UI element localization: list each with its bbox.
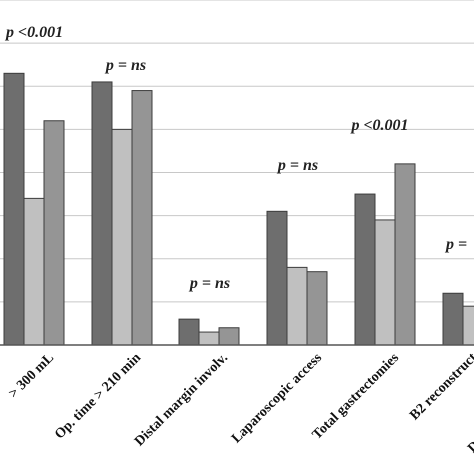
bar-series-2-cat-3 xyxy=(198,331,220,346)
bar-series-1-cat-2 xyxy=(91,81,113,346)
x-tick-label: B2 reconstruct xyxy=(407,350,474,423)
p-value-annotation: p = ns xyxy=(276,157,318,174)
bar-series-1-cat-4 xyxy=(266,210,288,346)
bar-series-2-cat-4 xyxy=(286,266,308,346)
p-value-annotation: p = ns xyxy=(188,275,230,292)
bar-series-3-cat-2 xyxy=(131,90,153,346)
x-tick-label: Distal margin involv. xyxy=(132,350,231,449)
bar-layer xyxy=(3,72,474,346)
bar-series-3-cat-3 xyxy=(218,327,240,346)
bar-series-3-cat-5 xyxy=(394,163,416,346)
bar-series-2-cat-5 xyxy=(374,219,396,346)
bar-series-2-cat-2 xyxy=(111,128,133,346)
x-tick-label: Total gastrectomies xyxy=(310,350,403,443)
x-tick-label: > 300 mL xyxy=(6,350,57,401)
bar-series-3-cat-1 xyxy=(43,120,65,346)
grid-lines xyxy=(0,0,474,303)
bar-series-1-cat-3 xyxy=(178,318,200,346)
x-tick-label: Op. time > 210 min xyxy=(52,350,144,442)
bar-series-1-cat-1 xyxy=(3,72,25,346)
bar-series-2-cat-6 xyxy=(462,305,474,346)
x-tick-label: D xyxy=(465,438,474,456)
p-value-annotation: p <0.001 xyxy=(349,117,408,134)
bar-series-2-cat-1 xyxy=(23,197,45,346)
p-value-annotation: p = xyxy=(444,236,467,253)
bar-series-3-cat-4 xyxy=(306,271,328,346)
p-value-annotation: p = ns xyxy=(104,57,146,74)
bar-series-1-cat-6 xyxy=(442,292,464,346)
p-value-annotations: p <0.001 p = ns p = ns p = ns p <0.001 p = xyxy=(4,24,467,292)
p-value-annotation: p <0.001 xyxy=(4,24,63,41)
bar-series-1-cat-5 xyxy=(354,193,376,346)
